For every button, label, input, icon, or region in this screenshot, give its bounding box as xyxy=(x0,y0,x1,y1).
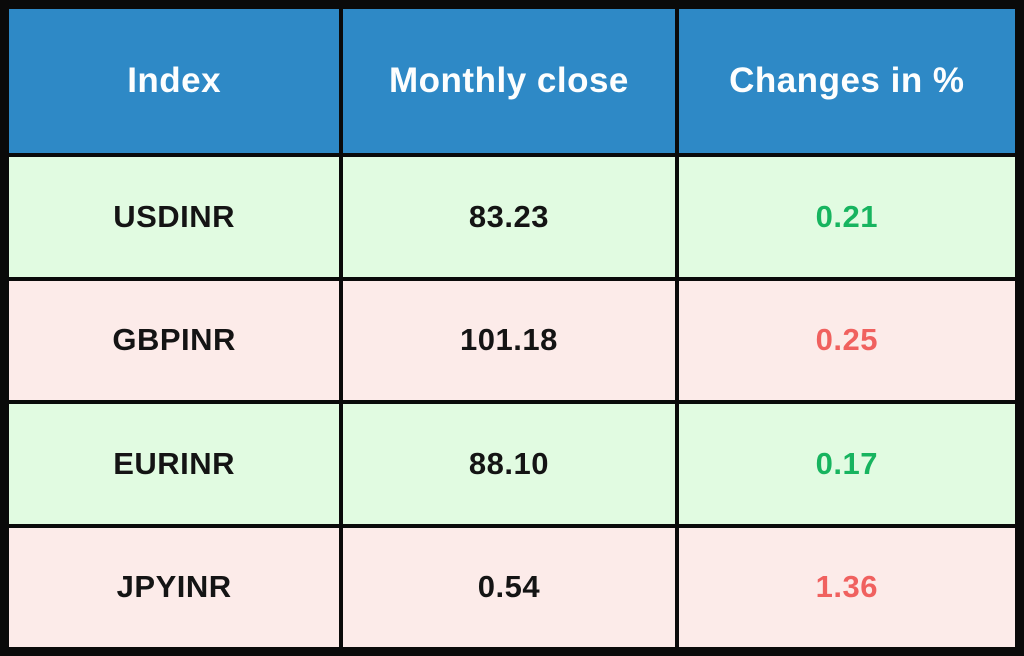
table-row-jpyinr: JPYINR 0.54 1.36 xyxy=(4,523,1020,651)
change-pct-cell: 1.36 xyxy=(674,523,1020,651)
change-pct-cell: 0.21 xyxy=(674,153,1020,281)
monthly-close-cell: 83.23 xyxy=(339,153,679,281)
column-header-monthly-close: Monthly close xyxy=(339,5,679,157)
index-cell: JPYINR xyxy=(4,523,344,651)
change-pct-cell: 0.17 xyxy=(674,400,1020,528)
monthly-close-cell: 101.18 xyxy=(339,276,679,404)
column-header-changes-pct: Changes in % xyxy=(674,5,1020,157)
table-row-eurinr: EURINR 88.10 0.17 xyxy=(4,400,1020,528)
monthly-close-cell: 0.54 xyxy=(339,523,679,651)
change-pct-cell: 0.25 xyxy=(674,276,1020,404)
currency-table: Index Monthly close Changes in % USDINR … xyxy=(4,5,1020,651)
index-cell: EURINR xyxy=(4,400,344,528)
index-cell: USDINR xyxy=(4,153,344,281)
table-row-gbpinr: GBPINR 101.18 0.25 xyxy=(4,276,1020,404)
table-header-row: Index Monthly close Changes in % xyxy=(4,5,1020,157)
table-row-usdinr: USDINR 83.23 0.21 xyxy=(4,153,1020,281)
column-header-index: Index xyxy=(4,5,344,157)
index-cell: GBPINR xyxy=(4,276,344,404)
monthly-close-cell: 88.10 xyxy=(339,400,679,528)
